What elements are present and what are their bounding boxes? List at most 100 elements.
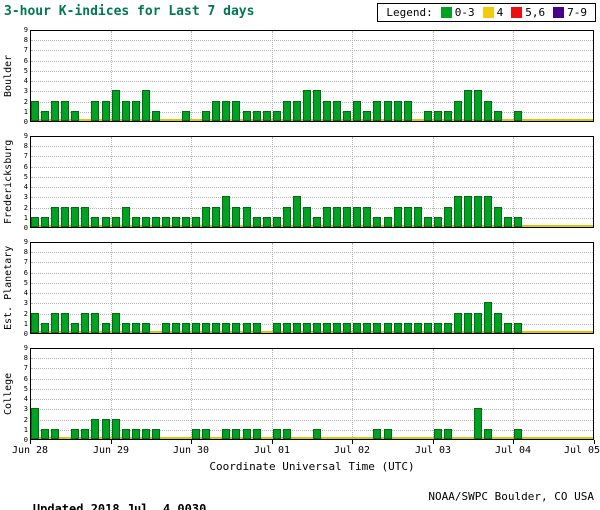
k-index-bar [514,323,522,333]
gridline-v [191,349,192,439]
k-index-bar [122,323,130,333]
k-index-bar [112,313,120,333]
updated-value: 2018 Jul 4 0030 [83,502,207,510]
legend-item-severe-storm: 7-9 [553,6,587,19]
k-index-bar [504,323,512,333]
gridline-h [31,111,593,113]
legend-item-minor-storm: 5,6 [511,6,545,19]
k-index-bar [343,111,351,121]
y-tick-label: 2 [23,309,28,318]
gridline-v [433,243,434,333]
x-tick-label: Jul 04 [494,445,532,456]
k-index-bar [71,323,79,333]
k-index-bar [132,429,140,439]
k-index-bar [263,217,271,227]
k-index-bar [142,90,150,121]
gridline-h [31,81,593,83]
legend: Legend: 0-3 4 5,6 7-9 [377,3,596,22]
gridline-h [31,272,593,274]
x-tick-label: Jun 29 [92,445,130,456]
y-tick-label: 8 [23,354,28,363]
y-tick-label: 1 [23,107,28,116]
k-index-bar [41,111,49,121]
k-index-bar [283,101,291,121]
k-index-bar [363,207,371,227]
y-tick-label: 9 [23,26,28,34]
gridline-h [31,70,593,72]
gridline-h [31,399,593,401]
y-tick-label: 3 [23,87,28,96]
y-tick-label: 1 [23,425,28,434]
zero-baseline [31,225,593,227]
k-index-bar [132,217,140,227]
gridline-v [111,31,112,121]
y-tick-label: 0 [23,436,28,444]
k-index-bar [122,207,130,227]
legend-item-active: 4 [482,6,503,19]
k-index-bar [404,323,412,333]
k-index-bar [384,217,392,227]
k-index-bar [232,101,240,121]
k-index-bar [51,101,59,121]
k-index-bar [494,313,502,333]
k-index-bar [41,323,49,333]
x-tick-label: Jul 03 [414,445,452,456]
k-index-bar [122,429,130,439]
k-index-bar [71,429,79,439]
k-index-bar [484,196,492,227]
k-index-bar [464,196,472,227]
gridline-h [31,146,593,148]
panel-fredericksburg [30,136,594,228]
x-tick-label: Jul 05 [563,445,600,456]
k-index-bar [434,111,442,121]
k-index-bar [182,111,190,121]
k-index-bar [474,90,482,121]
gridline-h [31,368,593,370]
k-index-bar [273,217,281,227]
y-tick-label: 3 [23,299,28,308]
k-index-bar [333,207,341,227]
k-index-bar [303,207,311,227]
k-index-bar [61,101,69,121]
gridline-v [433,31,434,121]
k-index-bar [373,323,381,333]
gridline-v [352,349,353,439]
k-index-bar [454,313,462,333]
k-index-bar [273,323,281,333]
k-index-bar [243,429,251,439]
k-index-bar [51,429,59,439]
k-index-bar [253,429,261,439]
legend-swatch-red [511,7,523,18]
k-index-bar [232,207,240,227]
gridline-h [31,207,593,209]
gridline-h [31,388,593,390]
k-index-bar [514,111,522,121]
gridline-h [31,313,593,315]
updated-text: Updated 2018 Jul 4 0030 [4,488,206,510]
y-tick-label: 5 [23,66,28,75]
k-index-bar [91,419,99,439]
gridline-v [272,243,273,333]
k-index-bar [152,111,160,121]
x-tick [191,440,192,444]
k-index-bar [384,429,392,439]
k-index-bar [293,101,301,121]
gridline-h [31,303,593,305]
gridline-v [272,137,273,227]
k-index-bar [484,302,492,333]
k-index-bar [243,207,251,227]
k-index-bar [81,313,89,333]
y-tick-label: 7 [23,46,28,55]
y-tick-label: 8 [23,36,28,45]
chart-title: 3-hour K-indices for Last 7 days [4,4,255,19]
gridline-h [31,91,593,93]
k-index-bar [202,429,210,439]
y-tick-label: 0 [23,224,28,232]
k-index-bar [303,90,311,121]
y-tick-label: 4 [23,77,28,86]
k-index-bar [142,323,150,333]
k-index-bar [343,323,351,333]
gridline-v [191,243,192,333]
k-index-bar [31,313,39,333]
station-label: Fredericksburg [3,139,14,225]
